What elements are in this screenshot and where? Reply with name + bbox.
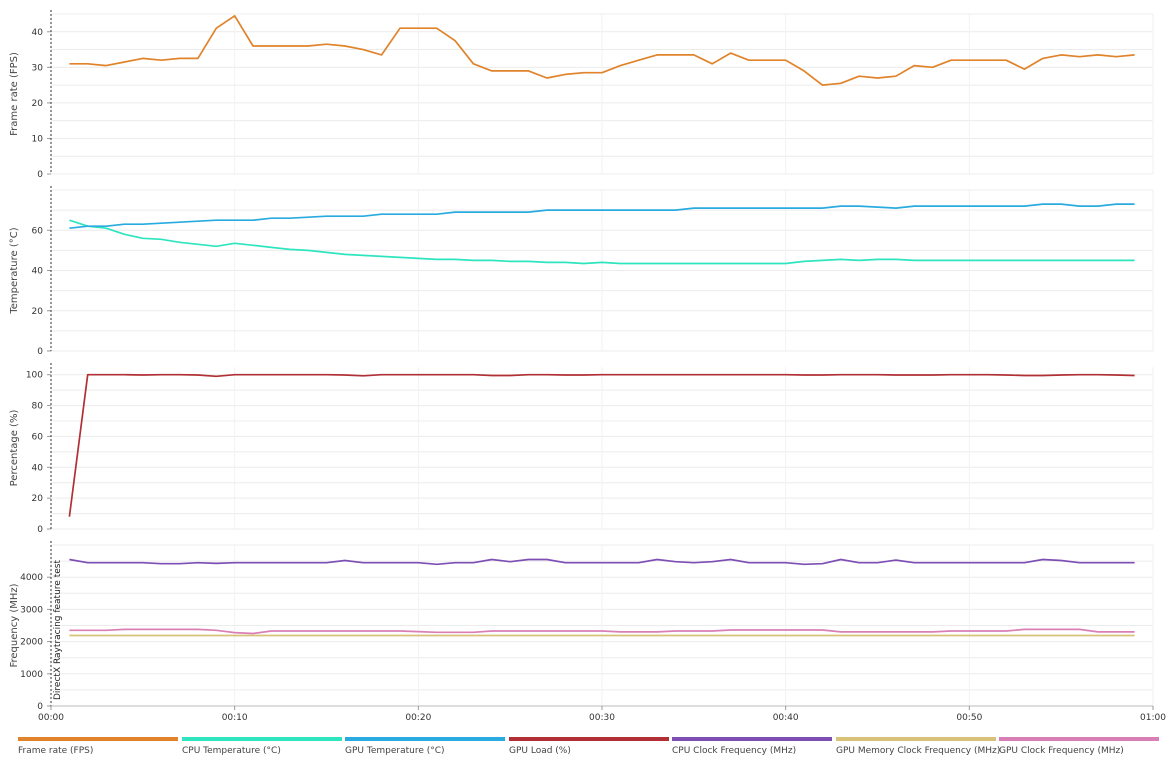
legend-swatch	[182, 737, 342, 741]
y-tick-label: 10	[32, 134, 44, 144]
y-axis-label: Frequency (MHz)	[9, 583, 20, 667]
y-tick-label: 60	[32, 432, 44, 442]
y-tick-label: 4000	[20, 573, 43, 583]
x-tick-label: 00:50	[956, 713, 982, 723]
y-tick-label: 2000	[20, 638, 43, 648]
legend-label: GPU Temperature (°C)	[345, 746, 445, 756]
y-axis-label: Temperature (°C)	[9, 227, 20, 314]
legend-swatch	[509, 737, 669, 741]
y-tick-label: 40	[32, 267, 44, 277]
panel-3: 0 20 40 60 80 100 Percentage (%)	[9, 363, 1154, 535]
y-tick-label: 20	[32, 494, 44, 504]
event-marker-label: DirectX Raytracing feature test	[53, 560, 63, 700]
y-tick-label: 0	[37, 347, 43, 357]
y-tick-label: 3000	[20, 605, 43, 615]
y-tick-label: 30	[32, 63, 44, 73]
panel-1: 0 10 20 30 40 Frame rate (FPS)	[9, 10, 1154, 180]
legend-item-gpu-temperature[interactable]: GPU Temperature (°C)	[345, 737, 505, 756]
series-line-gpu-load	[68, 373, 1135, 517]
legend-label: CPU Clock Frequency (MHz)	[672, 746, 797, 756]
y-tick-label: 40	[32, 463, 44, 473]
legend-label: GPU Clock Frequency (MHz)	[999, 746, 1124, 756]
y-tick-label: 0	[37, 525, 43, 535]
x-tick-label: 00:40	[773, 713, 799, 723]
panel-2: 0 20 40 60 Temperature (°C)	[9, 186, 1154, 357]
legend-item-frame-rate[interactable]: Frame rate (FPS)	[18, 737, 178, 756]
y-tick-label: 0	[37, 170, 43, 180]
y-tick-label: 80	[32, 402, 44, 412]
legend-swatch	[18, 737, 178, 741]
y-tick-label: 0	[37, 702, 43, 712]
legend-swatch	[999, 737, 1159, 741]
x-tick-label: 00:30	[589, 713, 615, 723]
x-tick-label: 00:10	[222, 713, 248, 723]
legend-label: CPU Temperature (°C)	[182, 746, 281, 756]
legend-label: GPU Load (%)	[509, 746, 571, 756]
legend-item-cpu-temperature[interactable]: CPU Temperature (°C)	[182, 737, 342, 756]
chart-legend: Frame rate (FPS) CPU Temperature (°C) GP…	[18, 737, 1163, 761]
series-line-gpu-clock-frequency-mhz	[69, 628, 1135, 635]
performance-chart: 0 10 20 30 40 Frame rate (FPS) 0 20 40 60 Temperat…	[9, 10, 1166, 723]
series-line-frame-rate-fps	[69, 14, 1135, 86]
y-tick-label: 1000	[20, 670, 43, 680]
series-line-gpu-temperature-c	[69, 203, 1135, 230]
x-tick-label: 01:00	[1140, 713, 1166, 723]
y-tick-label: 20	[32, 99, 44, 109]
y-tick-label: 20	[32, 307, 44, 317]
legend-item-gpu-load[interactable]: GPU Load (%)	[509, 737, 669, 756]
series-line-cpu-clock-frequency-mhz	[69, 558, 1135, 566]
legend-item-gpu-clock[interactable]: GPU Clock Frequency (MHz)	[999, 737, 1159, 756]
series-line-cpu-temperature-c	[69, 219, 1135, 265]
y-axis-label: Percentage (%)	[9, 410, 20, 487]
y-tick-label: 60	[32, 226, 44, 236]
legend-swatch	[672, 737, 832, 741]
legend-item-cpu-clock[interactable]: CPU Clock Frequency (MHz)	[672, 737, 832, 756]
legend-swatch	[836, 737, 996, 741]
x-tick-label: 00:20	[405, 713, 431, 723]
legend-item-gpu-memory-clock[interactable]: GPU Memory Clock Frequency (MHz)	[836, 737, 1001, 756]
x-tick-label: 00:00	[38, 713, 64, 723]
legend-swatch	[345, 737, 505, 741]
y-axis-label: Frame rate (FPS)	[9, 52, 20, 136]
y-tick-label: 100	[26, 371, 43, 381]
legend-label: Frame rate (FPS)	[18, 746, 94, 756]
legend-label: GPU Memory Clock Frequency (MHz)	[836, 746, 1001, 756]
y-tick-label: 40	[32, 28, 44, 38]
